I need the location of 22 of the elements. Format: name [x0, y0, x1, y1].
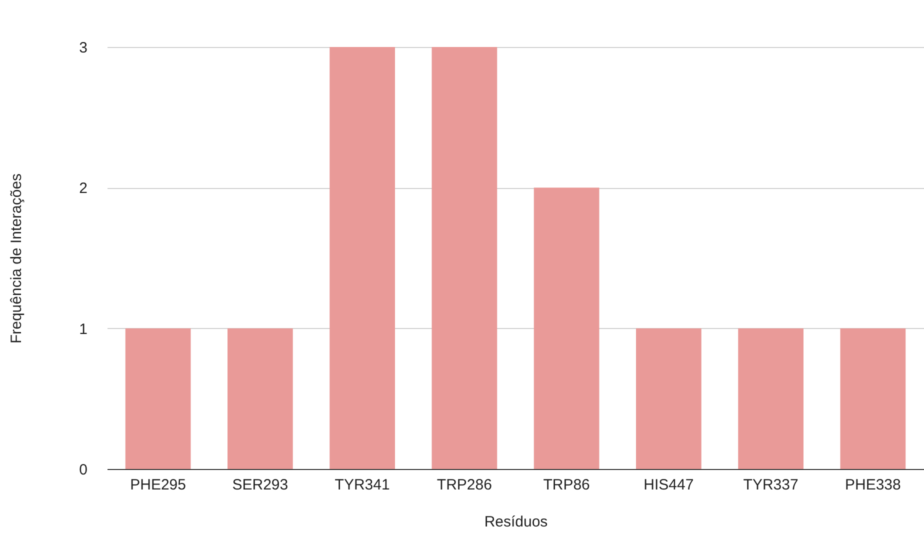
x-tick-label: PHE295 [130, 476, 186, 494]
bar [432, 47, 498, 469]
bar [738, 328, 804, 469]
y-axis-title: Frequência de Interações [8, 173, 26, 344]
x-tick-label: TRP286 [436, 476, 492, 494]
x-tick-label: TYR341 [334, 476, 390, 494]
x-tick-label: PHE338 [845, 476, 901, 494]
bar [228, 328, 293, 469]
x-tick-label: SER293 [232, 476, 288, 494]
y-tick-label: 2 [79, 180, 88, 198]
x-tick-label: HIS447 [644, 476, 694, 494]
y-tick-label: 1 [79, 320, 88, 338]
y-tick-label: 0 [79, 462, 88, 478]
bar [125, 328, 191, 469]
bar [636, 328, 702, 469]
x-tick-label: TRP86 [543, 476, 590, 494]
bar [840, 328, 906, 469]
y-tick-label: 3 [79, 40, 88, 56]
x-axis-title: Resíduos [484, 514, 548, 530]
x-tick-label: TYR337 [743, 476, 798, 494]
bar [534, 188, 600, 469]
bar [330, 47, 395, 469]
